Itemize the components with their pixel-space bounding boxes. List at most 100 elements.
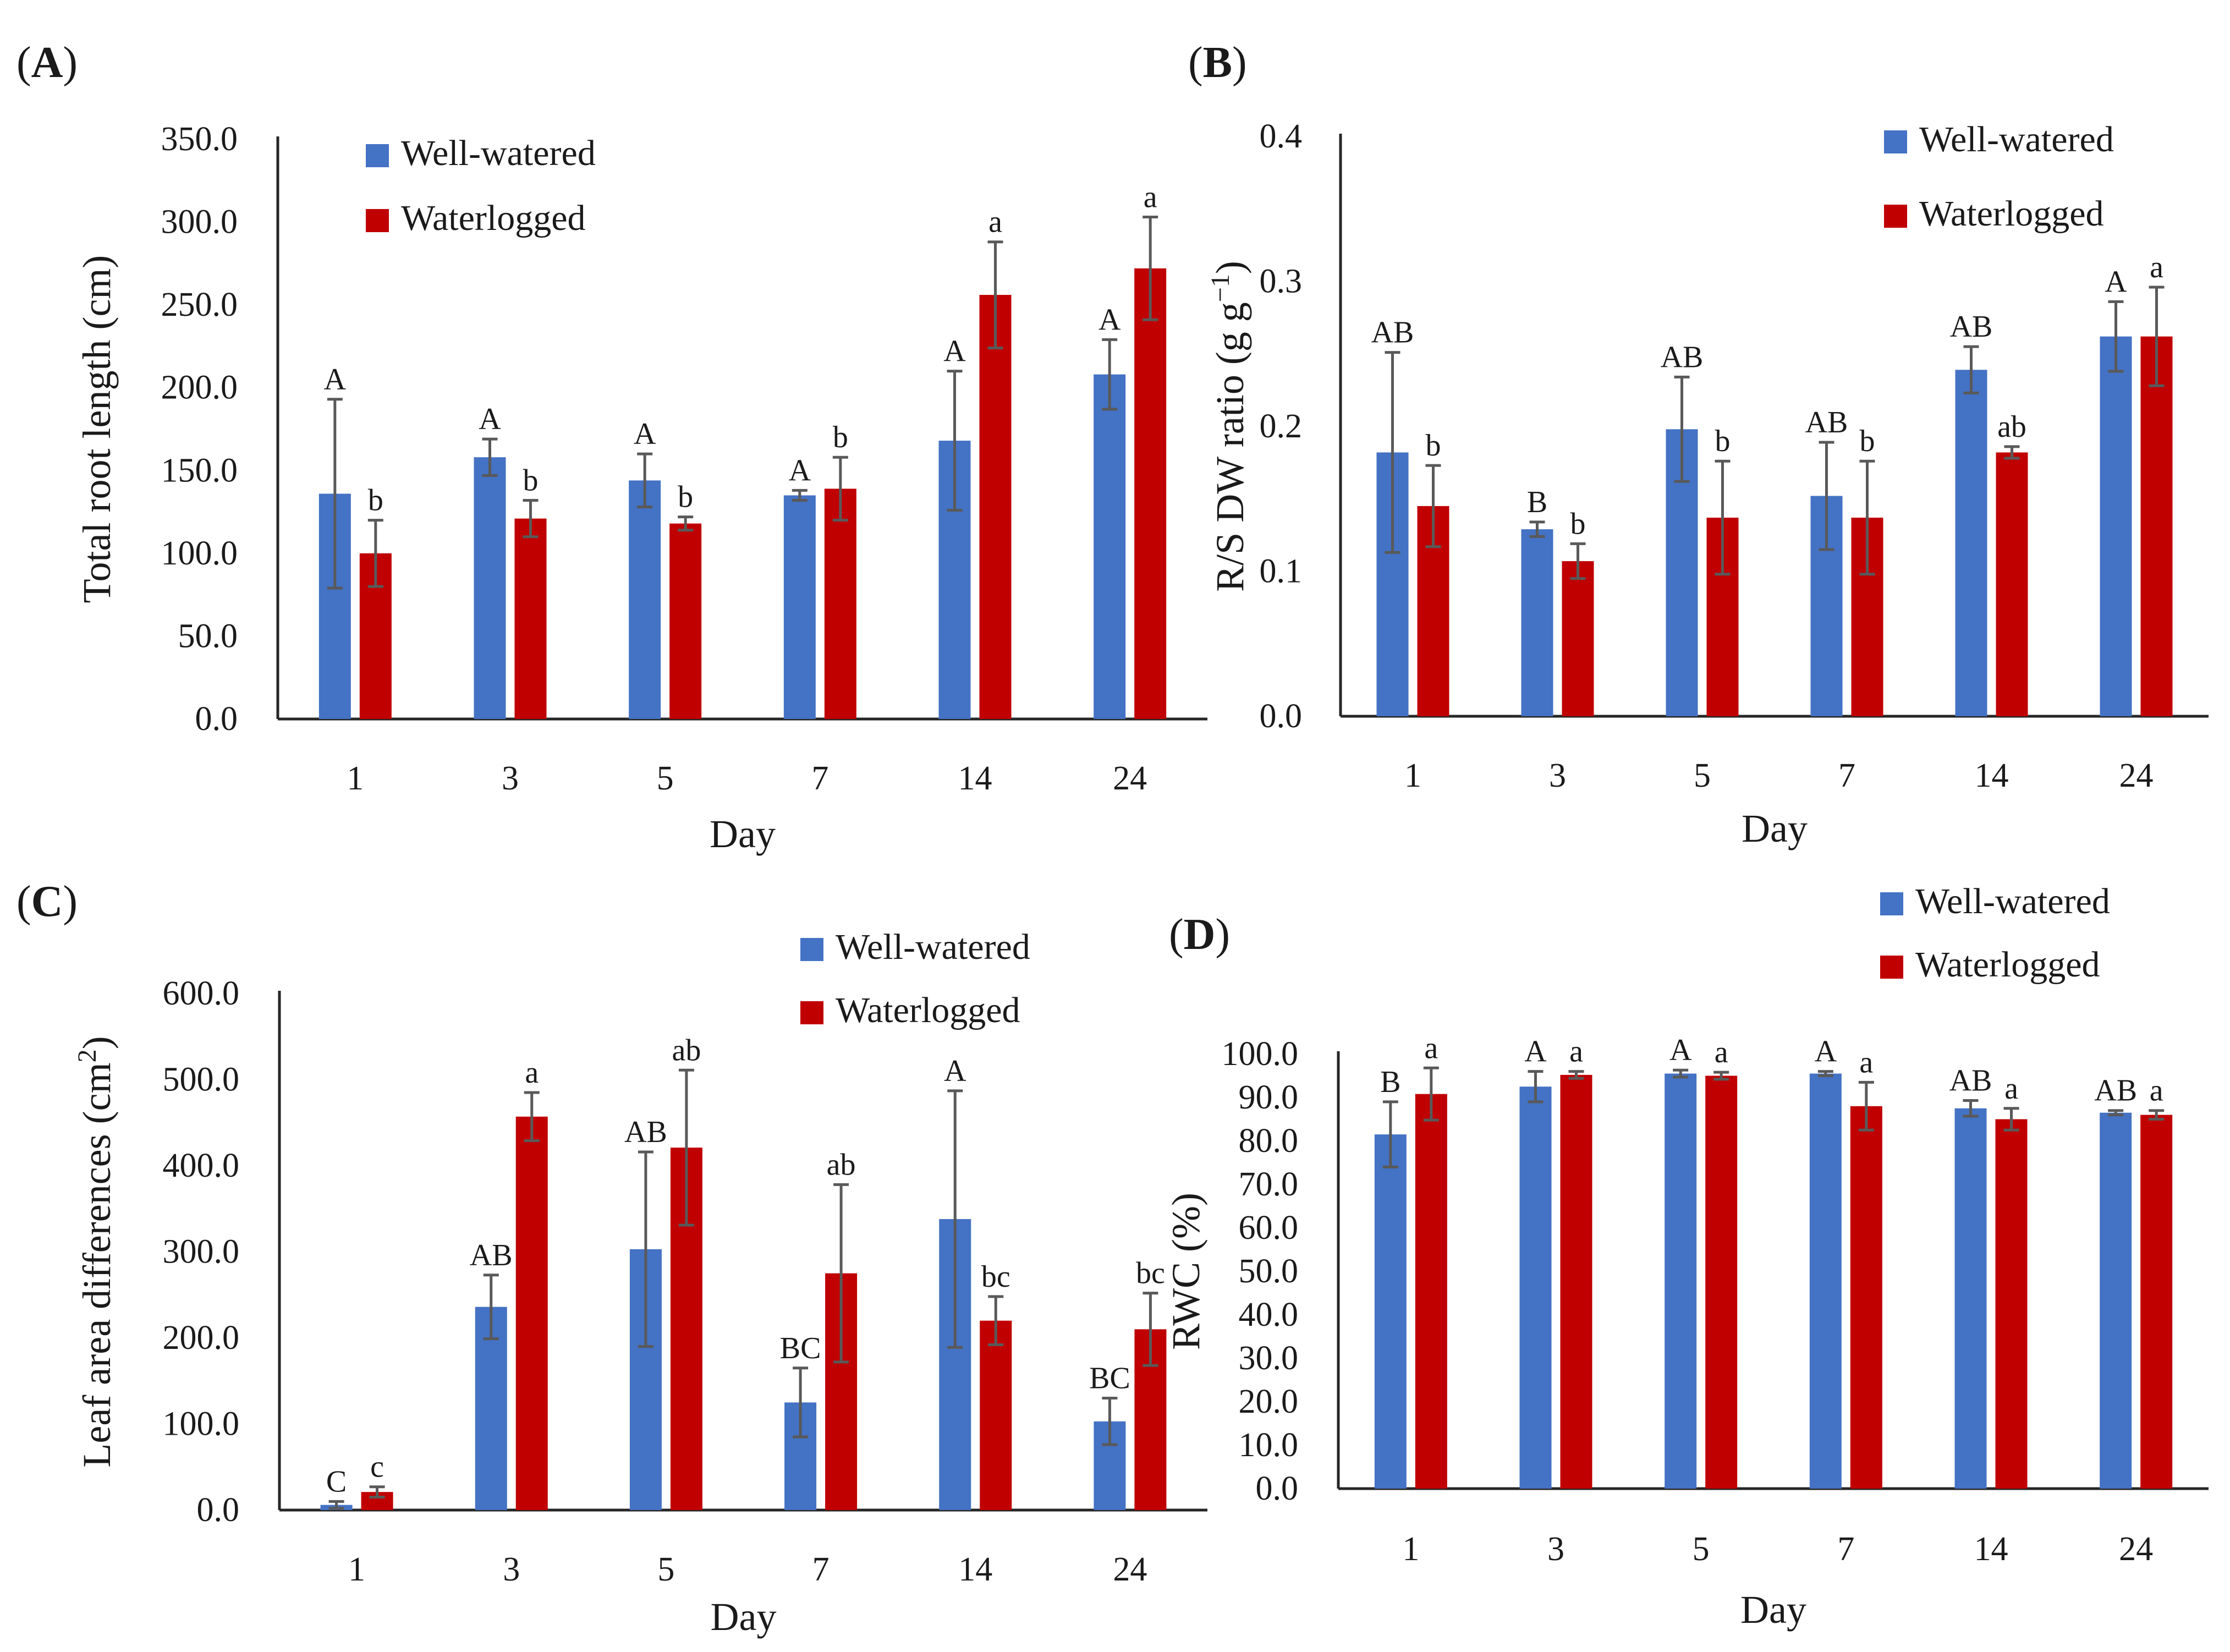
well-watered-bar [1519,1086,1552,1489]
significance-letter: a [525,1056,539,1090]
y-tick-label: 0.0 [1260,698,1303,735]
significance-letter: b [1570,507,1586,541]
x-tick-label: 7 [812,1551,830,1588]
significance-letter: A [1524,1035,1547,1069]
panel-label: (B) [1188,39,1247,87]
significance-letter: ab [827,1148,856,1182]
x-tick-label: 14 [958,760,992,797]
x-tick-label: 24 [2119,757,2154,794]
significance-letter: a [1569,1035,1583,1069]
y-tick-label: 250.0 [161,286,238,323]
significance-letter: AB [2094,1074,2137,1108]
x-tick-label: 3 [1549,757,1566,794]
significance-letter: b [523,463,539,497]
waterlogged-bar [2140,336,2173,716]
y-axis-title: R/S DW ratio (g g−1) [1206,261,1253,592]
x-axis-title: Day [710,812,776,856]
x-tick-label: 3 [502,760,519,797]
well-watered-bar [1374,1134,1407,1489]
y-tick-label: 100.0 [161,535,238,572]
significance-letter: bc [981,1260,1010,1294]
y-tick-label: 20.0 [1239,1383,1299,1420]
panel-label: (C) [17,877,78,926]
x-tick-label: 5 [657,1551,674,1588]
waterlogged-bar [980,1320,1012,1510]
significance-letter: A [789,453,811,487]
y-tick-label: 0.1 [1260,553,1303,590]
y-tick-label: 100.0 [1222,1035,1299,1073]
y-tick-label: 200.0 [163,1319,240,1357]
x-tick-label: 1 [1404,757,1421,794]
well-watered-bar [475,1307,507,1510]
significance-letter: b [678,480,693,514]
significance-letter: ab [672,1033,701,1067]
significance-letter: a [1859,1045,1873,1079]
significance-letter: AB [470,1238,513,1272]
legend-label: Well-watered [401,133,596,173]
y-axis-title: Total root length (cm) [75,255,119,603]
x-tick-label: 5 [1694,757,1711,794]
chart-panel-1: (A) 0.0 50.0 100.0 150.0 200.0 250.0 300.0 350.0… [17,39,1207,856]
waterlogged-bar [1995,1119,2028,1489]
y-axis-title: Leaf area differences (cm2) [73,1036,119,1467]
significance-letter: BC [780,1331,821,1365]
significance-letter: ab [1997,410,2026,444]
y-tick-label: 60.0 [1239,1209,1299,1247]
x-tick-label: 5 [1693,1530,1710,1568]
significance-letter: b [1860,424,1875,458]
y-axis-title: RWC (%) [1164,1193,1208,1350]
y-tick-label: 150.0 [161,452,238,489]
significance-letter: a [988,205,1002,239]
well-watered-bar [1094,374,1126,719]
x-axis-title: Day [1742,806,1808,850]
significance-letter: B [1527,485,1547,519]
x-tick-label: 1 [348,1551,365,1588]
waterlogged-bar [1996,452,2028,716]
y-tick-label: 30.0 [1239,1340,1299,1377]
y-tick-label: 80.0 [1239,1122,1299,1160]
y-tick-label: 50.0 [178,617,238,655]
waterlogged-bar [1705,1075,1738,1489]
significance-letter: A [2105,265,2127,299]
x-tick-label: 5 [657,760,674,797]
legend-swatch [366,209,389,232]
legend-label: Well-watered [1919,119,2114,160]
waterlogged-bar [979,295,1012,719]
x-tick-label: 7 [1838,757,1855,794]
legend-swatch [366,144,389,167]
legend-swatch [800,1001,823,1024]
x-tick-label: 24 [1113,760,1147,797]
y-tick-label: 0.4 [1260,118,1303,155]
significance-letter: C [326,1464,347,1499]
y-tick-label: 300.0 [163,1233,240,1271]
legend-label: Waterlogged [836,990,1020,1030]
significance-letter: AB [1949,1064,1992,1098]
significance-letter: bc [1136,1256,1165,1291]
x-tick-label: 14 [1974,1530,2008,1568]
y-tick-label: 90.0 [1239,1079,1299,1116]
legend-swatch [1880,956,1903,979]
significance-letter: a [2004,1072,2018,1106]
legend-label: Waterlogged [401,198,586,238]
x-tick-label: 7 [811,760,828,797]
y-tick-label: 0.0 [1256,1470,1299,1507]
y-tick-label: 40.0 [1239,1296,1299,1333]
y-tick-label: 0.0 [197,1491,240,1529]
well-watered-bar [2100,336,2132,716]
panel-label: (A) [17,39,78,87]
significance-letter: a [2150,250,2163,284]
waterlogged-bar [514,518,547,719]
legend-swatch [1884,205,1907,228]
significance-letter: A [324,363,347,397]
y-tick-label: 0.3 [1260,263,1303,300]
significance-letter: a [2150,1074,2163,1108]
legend-label: Waterlogged [1915,945,2100,985]
legend-label: Well-watered [836,927,1030,967]
well-watered-bar [1955,370,1987,716]
legend-swatch [1880,892,1903,915]
significance-letter: c [370,1450,384,1484]
x-tick-label: 3 [503,1551,520,1588]
well-watered-bar [1521,529,1553,716]
chart-panel-2: (B) 0.0 0.1 0.2 0.3 0.4 R/S DW ratio (g g−1) Da… [1188,39,2209,850]
